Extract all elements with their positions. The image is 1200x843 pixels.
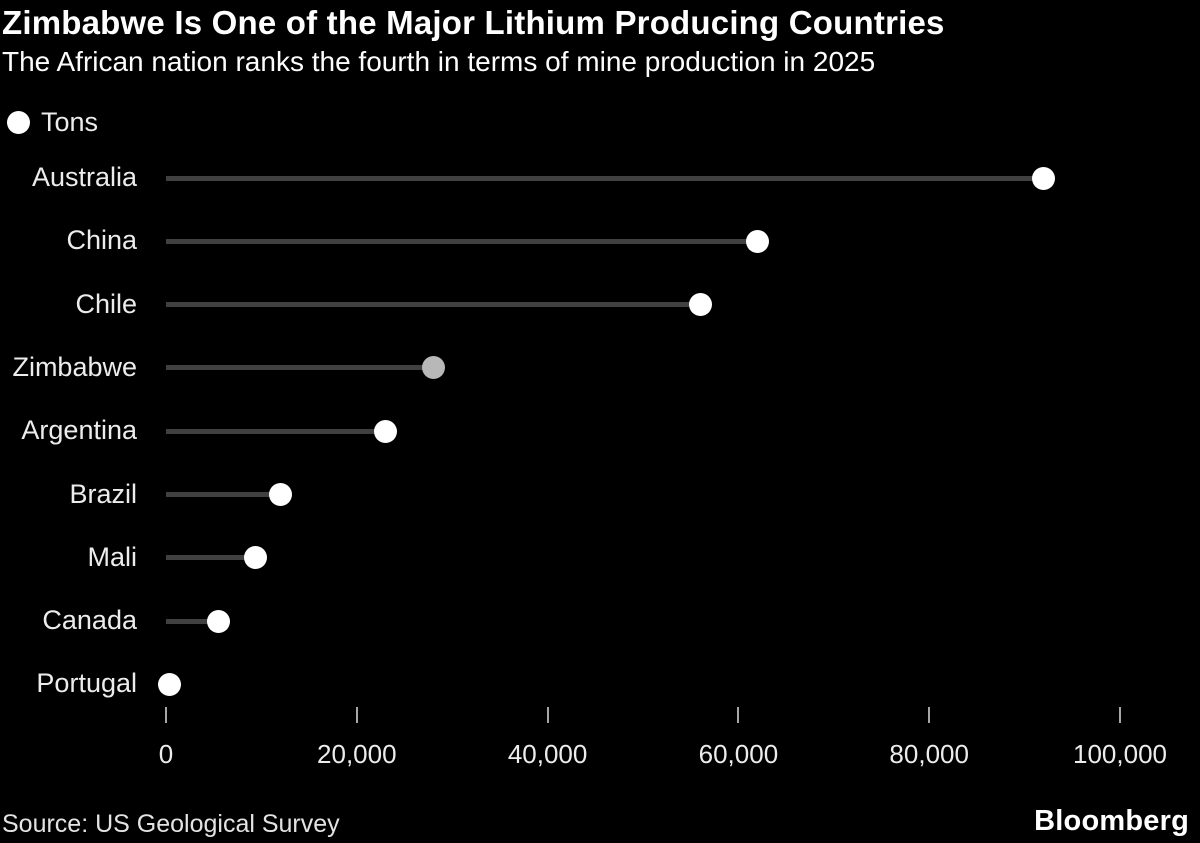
- source-note: Source: US Geological Survey: [2, 810, 340, 838]
- lollipop-line: [166, 175, 1044, 181]
- data-point-dot: [373, 419, 397, 443]
- x-axis-tick: [355, 707, 358, 723]
- lollipop-line: [166, 555, 256, 561]
- category-label: Argentina: [21, 415, 137, 446]
- page-subtitle: The African nation ranks the fourth in t…: [2, 46, 876, 77]
- lollipop-line: [166, 492, 281, 497]
- x-axis-tick-label: 0: [158, 739, 174, 769]
- lollipop-line: [166, 428, 386, 434]
- data-point-dot: [1032, 166, 1056, 190]
- category-label: Australia: [31, 162, 137, 192]
- data-point-dot: [268, 483, 292, 506]
- x-axis-tick: [165, 707, 167, 723]
- x-axis-tick: [1119, 707, 1121, 723]
- legend-dot-icon: [7, 111, 30, 134]
- data-point-dot: [745, 229, 769, 253]
- lollipop-line: [166, 238, 758, 244]
- lollipop-line: [166, 365, 434, 371]
- page-title: Zimbabwe Is One of the Major Lithium Pro…: [2, 4, 945, 41]
- data-point-dot: [421, 356, 445, 380]
- x-axis-tick-label: 80,000: [889, 739, 969, 769]
- x-axis-tick-label: 40,000: [507, 739, 588, 769]
- category-label: Zimbabwe: [12, 351, 137, 382]
- category-label: Canada: [42, 605, 137, 636]
- data-point-dot: [158, 672, 182, 696]
- data-point-dot: [206, 609, 230, 633]
- x-axis-tick: [546, 707, 549, 723]
- lollipop-line: [166, 302, 701, 308]
- legend-label: Tons: [41, 107, 99, 137]
- x-axis-tick-label: 20,000: [317, 739, 397, 769]
- category-label: China: [66, 225, 137, 256]
- category-label: Chile: [75, 288, 137, 319]
- category-label: Brazil: [69, 478, 137, 509]
- data-point-dot: [244, 546, 268, 570]
- bloomberg-logo: Bloomberg: [1034, 805, 1189, 837]
- x-axis-tick: [928, 707, 931, 723]
- x-axis-tick: [737, 707, 740, 723]
- x-axis-tick-label: 100,000: [1073, 739, 1167, 769]
- x-axis-tick-label: 60,000: [698, 739, 779, 769]
- lollipop-line: [166, 618, 219, 624]
- legend: Tons: [7, 107, 98, 138]
- category-label: Mali: [87, 541, 137, 572]
- category-label: Portugal: [36, 668, 137, 699]
- data-point-dot: [688, 293, 712, 317]
